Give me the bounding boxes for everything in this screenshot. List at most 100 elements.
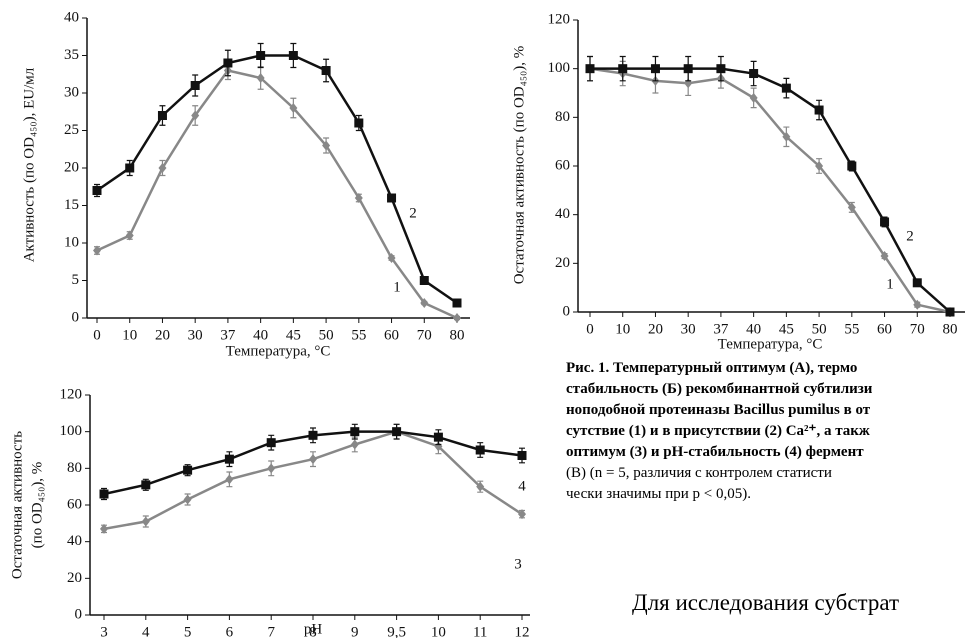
marker <box>912 278 922 288</box>
x-axis-label: Температура, °C <box>226 343 331 359</box>
x-tick-label: 9 <box>351 624 359 638</box>
y-axis-label: Остаточная активность <box>9 431 25 579</box>
body-text: Для исследования субстрат <box>632 590 900 615</box>
y-tick-label: 40 <box>67 533 82 549</box>
x-tick-label: 12 <box>515 624 530 638</box>
marker <box>92 186 102 195</box>
marker <box>224 454 234 464</box>
x-tick-label: 20 <box>155 327 170 343</box>
marker <box>183 465 193 475</box>
x-tick-label: 60 <box>877 321 892 337</box>
marker <box>782 131 791 142</box>
caption-line: стабильность (Б) рекомбинантной субтилиз… <box>566 381 873 397</box>
x-tick-label: 80 <box>450 327 465 343</box>
series-line <box>589 67 951 314</box>
y-tick-label: 40 <box>555 206 570 222</box>
x-tick-label: 10 <box>615 321 630 337</box>
marker <box>716 64 726 74</box>
x-tick-label: 30 <box>188 327 203 343</box>
series-label: 4 <box>518 478 526 494</box>
marker <box>141 516 150 527</box>
marker <box>433 432 443 442</box>
marker <box>419 276 429 285</box>
marker <box>585 64 595 74</box>
y-tick-label: 20 <box>67 570 82 586</box>
y-tick-label: 30 <box>64 84 79 100</box>
marker <box>125 163 135 173</box>
marker <box>321 66 331 75</box>
marker <box>847 202 856 213</box>
marker <box>350 439 359 450</box>
y-tick-label: 120 <box>60 386 83 402</box>
marker <box>354 193 363 203</box>
marker <box>913 299 922 310</box>
series-label: 1 <box>393 279 401 295</box>
y-tick-label: 0 <box>563 303 571 319</box>
series-line <box>96 54 458 305</box>
marker <box>880 251 889 262</box>
x-tick-label: 3 <box>100 624 108 638</box>
y-tick-label: 80 <box>67 460 82 476</box>
caption-line: чески значимы при p < 0,05). <box>566 486 751 502</box>
series-line <box>96 69 458 320</box>
caption: Рис. 1. Температурный оптимум (А), термо… <box>566 358 970 505</box>
series-label: 2 <box>906 228 914 244</box>
x-tick-label: 0 <box>586 321 594 337</box>
marker <box>191 110 200 121</box>
series-label: 3 <box>514 556 522 572</box>
marker <box>945 307 955 317</box>
x-tick-label: 11 <box>473 624 487 638</box>
marker <box>93 245 101 256</box>
y-axis-label: Остаточная активность (по OD₄₅₀), % <box>511 46 527 285</box>
marker <box>309 454 317 465</box>
x-tick-label: 37 <box>713 321 729 337</box>
y-tick-label: 60 <box>555 157 570 173</box>
marker <box>125 230 134 241</box>
y-tick-label: 0 <box>72 309 80 325</box>
x-tick-label: 70 <box>910 321 925 337</box>
y-tick-label: 100 <box>548 60 571 76</box>
x-tick-label: 20 <box>648 321 663 337</box>
x-tick-label: 8 <box>309 624 317 638</box>
x-tick-label: 45 <box>779 321 794 337</box>
marker <box>814 105 824 115</box>
x-tick-label: 10 <box>122 327 137 343</box>
marker <box>158 163 167 173</box>
caption-line: (B) (n = 5, различия с контролем статист… <box>566 465 832 481</box>
x-tick-label: 4 <box>142 624 150 638</box>
marker <box>387 193 397 203</box>
marker <box>392 427 402 437</box>
x-tick-label: 9,5 <box>387 624 406 638</box>
marker <box>288 51 298 60</box>
marker <box>99 489 109 499</box>
x-tick-label: 50 <box>319 327 334 343</box>
y-axis-label: Активность (по OD₄₅₀), EU/мл <box>21 67 37 262</box>
series-label: 2 <box>409 205 417 221</box>
caption-line: сутствие (1) и в присутствии (2) Ca²⁺, а… <box>566 423 870 439</box>
marker <box>518 509 526 520</box>
marker <box>475 445 485 455</box>
y-tick-label: 5 <box>72 272 80 288</box>
x-tick-label: 60 <box>384 327 399 343</box>
y-tick-label: 0 <box>75 606 83 622</box>
marker <box>157 111 167 120</box>
x-tick-label: 0 <box>93 327 101 343</box>
marker <box>183 494 192 505</box>
y-tick-label: 40 <box>64 9 79 25</box>
marker <box>781 83 791 93</box>
x-tick-label: 70 <box>417 327 432 343</box>
y-tick-label: 15 <box>64 197 79 213</box>
x-tick-label: 6 <box>226 624 234 638</box>
x-tick-label: 55 <box>351 327 366 343</box>
caption-line: ноподобной протеиназы Bacillus pumilus в… <box>566 402 871 418</box>
y-tick-label: 20 <box>555 255 570 271</box>
marker <box>387 253 396 263</box>
x-axis-label: pH <box>304 621 323 637</box>
marker <box>322 140 331 151</box>
y-tick-label: 80 <box>555 109 570 125</box>
marker <box>141 480 151 490</box>
marker <box>880 217 890 227</box>
y-tick-label: 120 <box>548 11 571 27</box>
marker <box>225 474 234 485</box>
